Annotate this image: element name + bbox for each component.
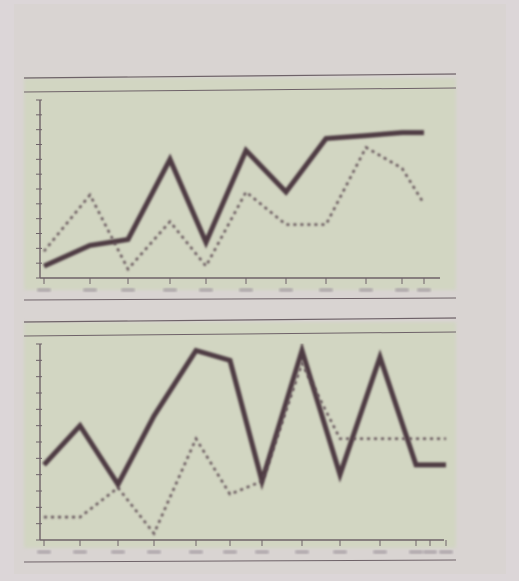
- panel-bottom-rule: [23, 559, 457, 563]
- x-tick-label-smudge: [439, 550, 453, 554]
- series-line-dotted: [43, 145, 426, 272]
- x-tick-label-smudge: [423, 550, 437, 554]
- x-tick-label-smudge: [37, 288, 51, 292]
- x-tick-label-smudge: [359, 288, 373, 292]
- panel-header-rule: [23, 331, 457, 337]
- x-tick-label-smudge: [163, 288, 177, 292]
- panel-bottom-rule: [23, 297, 457, 301]
- chart-panel: [24, 78, 456, 290]
- x-tick-label-smudge: [111, 550, 125, 554]
- x-tick-label-smudge: [333, 550, 347, 554]
- x-tick-label-smudge: [255, 550, 269, 554]
- x-tick-label-smudge: [73, 550, 87, 554]
- x-tick-label-smudge: [121, 288, 135, 292]
- x-tick-label-smudge: [83, 288, 97, 292]
- x-tick-label-smudge: [409, 550, 423, 554]
- panel-header-rule: [23, 87, 457, 93]
- x-tick-label-smudge: [147, 550, 161, 554]
- x-tick-label-smudge: [37, 550, 51, 554]
- top-line-chart: [23, 73, 457, 301]
- panel-top-rule: [23, 73, 457, 79]
- panel-top-rule: [23, 317, 457, 323]
- x-tick-label-smudge: [373, 550, 387, 554]
- x-tick-label-smudge: [279, 288, 293, 292]
- bottom-line-chart: [23, 317, 457, 563]
- x-tick-label-smudge: [189, 550, 203, 554]
- series-line-solid: [42, 130, 424, 269]
- x-tick-label-smudge: [295, 550, 309, 554]
- x-tick-label-smudge: [319, 288, 333, 292]
- x-tick-label-smudge: [223, 550, 237, 554]
- x-tick-label-smudge: [395, 288, 409, 292]
- x-tick-label-smudge: [199, 288, 213, 292]
- series-line-dotted: [44, 360, 446, 536]
- x-tick-label-smudge: [417, 288, 431, 292]
- x-tick-label-smudge: [239, 288, 253, 292]
- chart-panel: [24, 322, 456, 548]
